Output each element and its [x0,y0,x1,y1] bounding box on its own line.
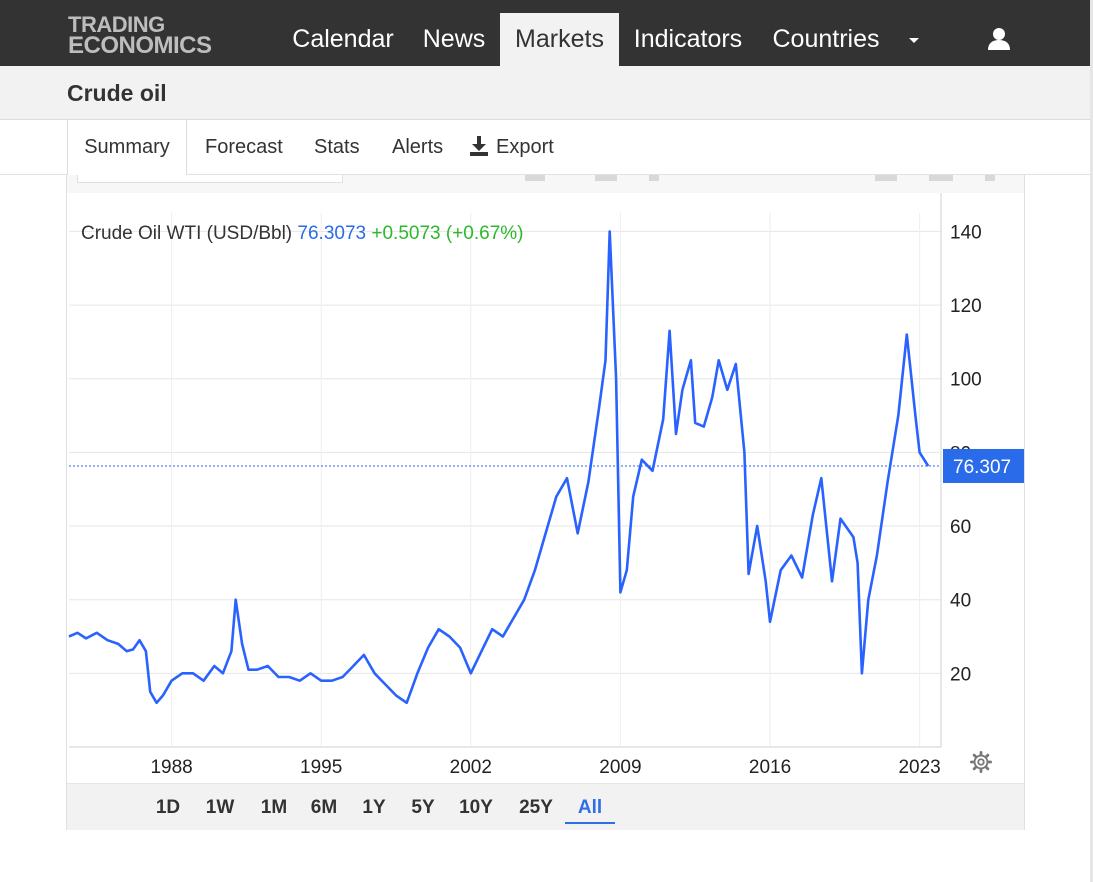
hidden-search-box [77,175,343,183]
nav-markets[interactable]: Markets [500,13,619,66]
range-1d-button[interactable]: 1D [155,797,181,818]
nav-indicators[interactable]: Indicators [633,25,743,53]
page-title: Crude oil [67,80,167,106]
tab-strip: Summary Forecast Stats Alerts Export [0,120,1090,175]
range-1w-button[interactable]: 1W [205,797,235,818]
chart-card: 2040608010012014019881995200220092016202… [66,175,1025,830]
x-tick-label: 1988 [150,757,192,778]
x-tick-label: 2023 [898,757,940,778]
tab-export[interactable]: Export [496,136,554,158]
nav-countries[interactable]: Countries [772,25,880,53]
y-tick-label: 100 [950,370,982,391]
range-1m-button[interactable]: 1M [260,797,288,818]
tab-forecast[interactable]: Forecast [205,136,283,158]
download-icon[interactable] [470,136,488,156]
range-1y-button[interactable]: 1Y [362,797,386,818]
trading-economics-logo[interactable]: TRADING ECONOMICS [68,14,238,58]
current-price-tag-label: 76.307 [953,457,1011,478]
toolbar-icon [525,175,545,181]
x-tick-label: 2009 [599,757,641,778]
current-price-tag [943,448,1024,483]
legend-series-name: Crude Oil WTI (USD/Bbl) [81,223,297,244]
range-25y-button[interactable]: 25Y [519,797,553,818]
range-10y-button[interactable]: 10Y [459,797,493,818]
chart-toolbar [67,175,1024,193]
time-range-selector: 1D 1W 1M 6M 1Y 5Y 10Y 25Y All [67,783,1024,830]
y-tick-label: 20 [950,664,971,685]
toolbar-icon [985,175,995,181]
more-dropdown-icon[interactable] [909,38,919,43]
range-5y-button[interactable]: 5Y [411,797,435,818]
tab-stats[interactable]: Stats [314,136,360,158]
top-navbar: TRADING ECONOMICS Calendar News Markets … [0,0,1090,66]
chart-legend: Crude Oil WTI (USD/Bbl) 76.3073 +0.5073 … [81,223,524,244]
tab-summary[interactable]: Summary [67,120,187,175]
crude-oil-chart[interactable]: 2040608010012014019881995200220092016202… [67,193,1024,783]
range-6m-button[interactable]: 6M [310,797,338,818]
toolbar-icon [649,175,659,181]
logo-line-2: ECONOMICS [68,32,212,59]
range-all-button[interactable]: All [565,794,615,824]
y-tick-label: 140 [950,222,982,243]
legend-change: +0.5073 (+0.67%) [371,223,523,244]
price-series-line [68,230,930,705]
toolbar-icon [929,175,953,181]
toolbar-icon [595,175,617,181]
tab-alerts[interactable]: Alerts [392,136,444,158]
axis-overflow-mask [942,749,1024,783]
user-icon[interactable] [986,26,1012,52]
logo-line-1: TRADING [68,12,165,37]
y-tick-label: 60 [950,517,971,538]
page-title-bar: Crude oil [0,66,1090,120]
page-scrollbar[interactable] [1090,0,1093,882]
y-tick-label: 120 [950,296,982,317]
x-tick-label: 1995 [300,757,342,778]
toolbar-icon [875,175,897,181]
legend-price: 76.3073 [297,223,371,244]
nav-calendar[interactable]: Calendar [292,25,394,53]
x-tick-label: 2002 [450,757,492,778]
nav-news[interactable]: News [422,25,486,53]
x-tick-label: 2016 [749,757,791,778]
chart-settings-gear-icon[interactable] [970,751,992,773]
y-tick-label: 40 [950,591,971,612]
